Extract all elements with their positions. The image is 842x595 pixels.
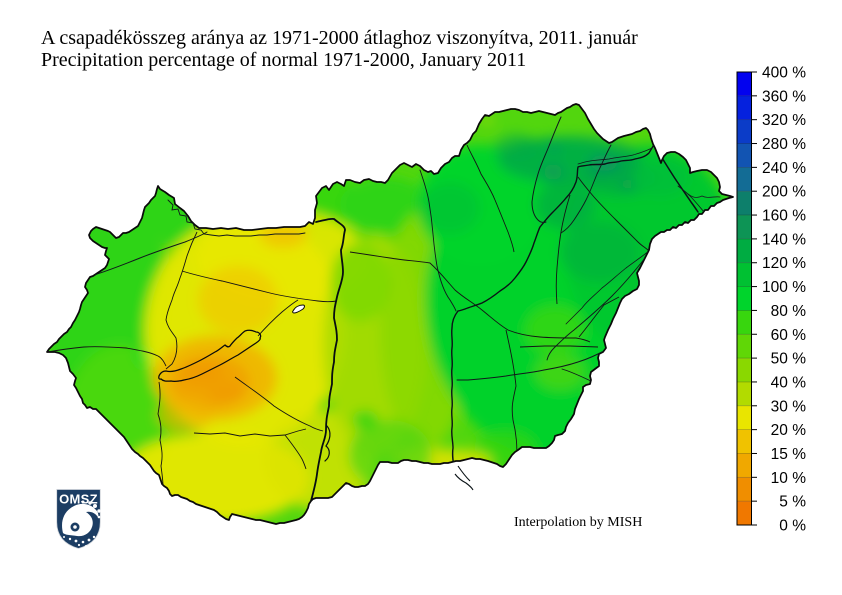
- svg-text:320 %: 320 %: [762, 112, 806, 129]
- svg-text:80 %: 80 %: [771, 303, 807, 320]
- svg-text:140 %: 140 %: [762, 231, 806, 248]
- svg-text:120 %: 120 %: [762, 255, 806, 272]
- svg-text:60 %: 60 %: [771, 327, 807, 344]
- svg-text:30 %: 30 %: [771, 398, 807, 415]
- svg-text:A csapadékösszeg aránya az 197: A csapadékösszeg aránya az 1971-2000 átl…: [41, 27, 638, 49]
- svg-text:OMSZ: OMSZ: [59, 492, 98, 507]
- svg-text:40 %: 40 %: [771, 374, 807, 391]
- svg-text:100 %: 100 %: [762, 279, 806, 296]
- svg-text:50 %: 50 %: [771, 351, 807, 368]
- svg-text:160 %: 160 %: [762, 208, 806, 225]
- svg-text:10 %: 10 %: [771, 470, 807, 487]
- svg-text:Precipitation percentage of no: Precipitation percentage of normal 1971-…: [41, 49, 526, 71]
- svg-text:5 %: 5 %: [779, 494, 806, 511]
- svg-text:280 %: 280 %: [762, 136, 806, 153]
- svg-text:15 %: 15 %: [771, 446, 807, 463]
- svg-text:240 %: 240 %: [762, 160, 806, 177]
- svg-text:20 %: 20 %: [771, 422, 807, 439]
- svg-text:200 %: 200 %: [762, 184, 806, 201]
- svg-text:0 %: 0 %: [779, 518, 806, 535]
- svg-text:400 %: 400 %: [762, 65, 806, 82]
- svg-text:360 %: 360 %: [762, 88, 806, 105]
- svg-text:Interpolation by MISH: Interpolation by MISH: [514, 515, 642, 530]
